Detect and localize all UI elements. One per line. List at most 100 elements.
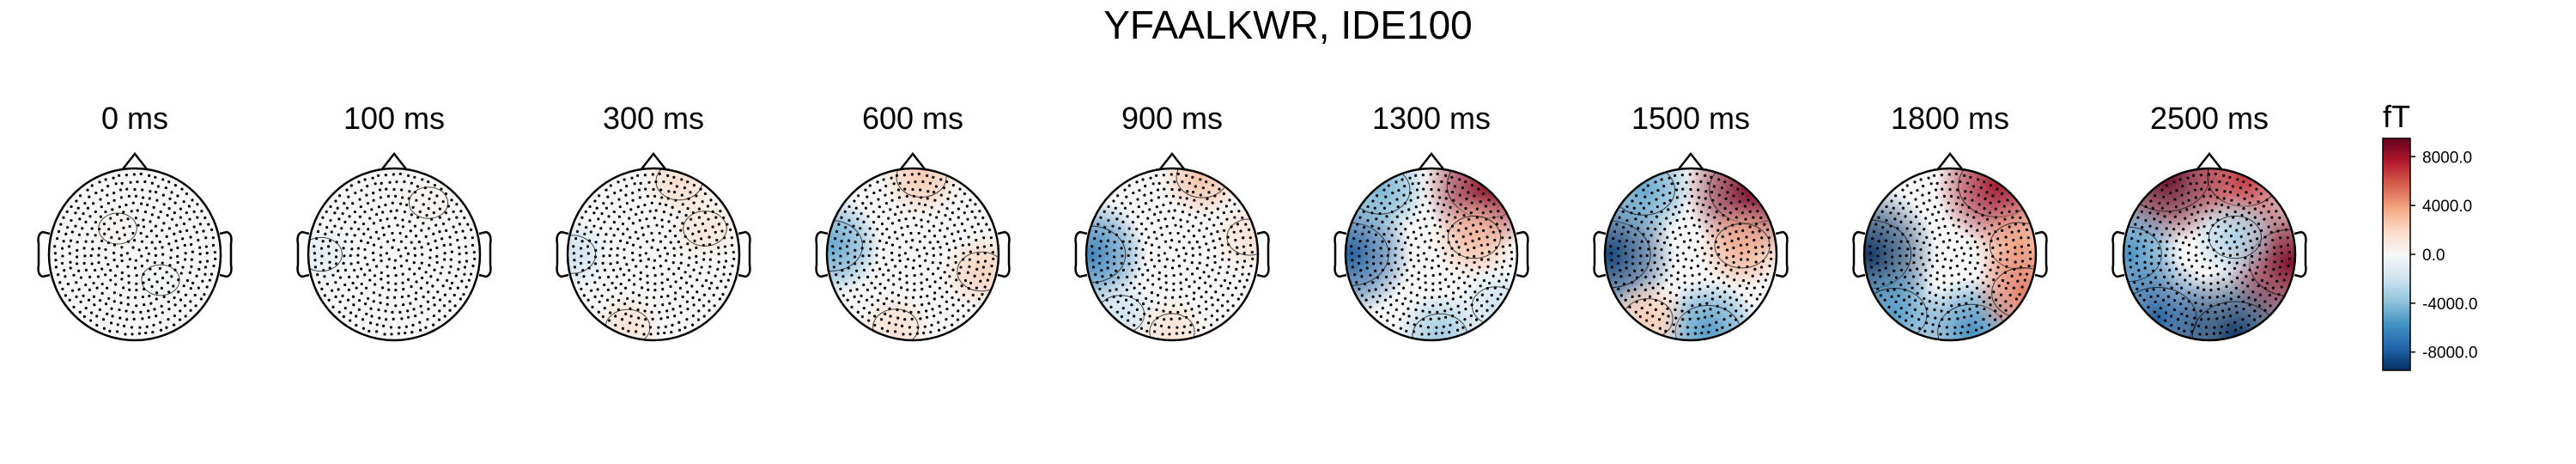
sensor-dot bbox=[635, 212, 638, 217]
sensor-dot bbox=[112, 192, 116, 195]
sensor-dot bbox=[1497, 210, 1500, 213]
sensor-dot bbox=[1956, 188, 1959, 192]
sensor-dot bbox=[627, 329, 630, 333]
sensor-dot bbox=[1199, 193, 1202, 197]
sensor-dot bbox=[369, 307, 373, 310]
sensor-dot bbox=[2001, 229, 2004, 232]
sensor-dot bbox=[432, 232, 435, 235]
sensor-dot bbox=[64, 294, 67, 297]
sensor-dot bbox=[2018, 293, 2021, 296]
sensor-dot bbox=[986, 278, 989, 282]
sensor-dot bbox=[2181, 185, 2184, 188]
sensor-dot bbox=[605, 298, 610, 302]
sensor-dot bbox=[630, 176, 634, 180]
sensor-dot bbox=[905, 274, 908, 278]
sensor-dot bbox=[641, 211, 644, 214]
sensor-dot bbox=[1722, 300, 1726, 303]
sensor-dot bbox=[878, 282, 882, 286]
sensor-dot bbox=[1874, 223, 1878, 226]
sensor-dot bbox=[442, 258, 447, 261]
sensor-dot bbox=[862, 307, 866, 310]
sensor-dot bbox=[596, 269, 599, 272]
head-outline bbox=[47, 167, 222, 342]
sensor-dot bbox=[1987, 284, 1990, 288]
sensor-dot bbox=[939, 311, 942, 314]
sensor-dot bbox=[1715, 321, 1718, 324]
sensor-dot bbox=[2190, 330, 2194, 333]
sensor-dot bbox=[2190, 230, 2194, 234]
sensor-dot bbox=[602, 254, 605, 258]
sensor-dot bbox=[106, 263, 110, 266]
sensor-dot bbox=[1663, 296, 1667, 301]
sensor-dot bbox=[728, 228, 732, 231]
sensor-dot bbox=[1716, 286, 1719, 290]
sensor-dot bbox=[1353, 273, 1357, 277]
sensor-dot bbox=[461, 229, 465, 233]
sensor-dot bbox=[2215, 317, 2219, 321]
sensor-dot bbox=[89, 253, 93, 258]
sensor-dot bbox=[452, 225, 455, 229]
sensor-dot bbox=[653, 273, 657, 278]
sensor-dot bbox=[1924, 321, 1929, 325]
sensor-dot bbox=[916, 326, 920, 329]
sensor-dot bbox=[2269, 274, 2273, 278]
sensor-dot bbox=[119, 253, 123, 257]
sensor-dot bbox=[1954, 202, 1959, 205]
sensor-dot bbox=[1425, 258, 1428, 261]
sensor-dot bbox=[391, 201, 394, 205]
sensor-dot bbox=[722, 216, 726, 220]
sensor-dot bbox=[1639, 254, 1643, 258]
sensor-dot bbox=[1372, 241, 1376, 244]
sensor-dot bbox=[1139, 222, 1144, 226]
sensor-dot bbox=[410, 213, 413, 217]
sensor-dot bbox=[968, 265, 971, 268]
sensor-dot bbox=[1990, 223, 1994, 227]
sensor-dot bbox=[704, 278, 708, 283]
sensor-dot bbox=[1150, 258, 1153, 262]
sensor-dot bbox=[1141, 256, 1145, 259]
nose-outline bbox=[1677, 151, 1704, 171]
sensor-dot bbox=[352, 268, 356, 272]
sensor-dot bbox=[361, 318, 365, 321]
sensor-dot bbox=[150, 213, 154, 217]
sensor-dot bbox=[866, 288, 869, 291]
sensor-dot bbox=[1202, 235, 1206, 239]
sensor-dot bbox=[1698, 303, 1702, 307]
sensor-dot bbox=[1150, 192, 1153, 195]
sensor-dot bbox=[182, 200, 185, 204]
sensor-dot bbox=[2187, 243, 2191, 247]
sensor-dot bbox=[1363, 282, 1366, 286]
sensor-dot bbox=[871, 303, 874, 307]
sensor-dot bbox=[2230, 280, 2233, 284]
sensor-dot bbox=[638, 196, 641, 199]
sensor-dot bbox=[174, 239, 178, 243]
sensor-dot bbox=[2165, 262, 2168, 266]
sensor-dot bbox=[2221, 309, 2225, 313]
sensor-dot bbox=[943, 326, 946, 329]
sensor-dot bbox=[2257, 243, 2261, 247]
sensor-layer bbox=[2128, 172, 2292, 336]
sensor-dot bbox=[1988, 232, 1991, 235]
sensor-dot bbox=[338, 276, 343, 279]
sensor-dot bbox=[1485, 287, 1489, 290]
sensor-dot bbox=[1470, 184, 1474, 187]
sensor-dot bbox=[1165, 288, 1169, 291]
sensor-dot bbox=[375, 330, 379, 333]
sensor-dot bbox=[328, 239, 332, 242]
sensor-dot bbox=[1642, 233, 1645, 236]
sensor-dot bbox=[122, 286, 125, 290]
sensor-dot bbox=[149, 267, 152, 271]
sensor-dot bbox=[1404, 228, 1407, 231]
sensor-dot bbox=[900, 226, 903, 229]
sensor-dot bbox=[1480, 293, 1484, 296]
sensor-dot bbox=[715, 286, 719, 290]
sensor-dot bbox=[1091, 245, 1094, 248]
sensor-dot bbox=[1456, 304, 1460, 308]
sensor-dot bbox=[412, 260, 416, 265]
sensor-dot bbox=[466, 223, 470, 226]
sensor-dot bbox=[68, 252, 71, 255]
sensor-dot bbox=[586, 298, 590, 302]
sensor-dot bbox=[1948, 187, 1952, 192]
sensor-dot bbox=[656, 248, 659, 252]
sensor-dot bbox=[1945, 210, 1948, 213]
